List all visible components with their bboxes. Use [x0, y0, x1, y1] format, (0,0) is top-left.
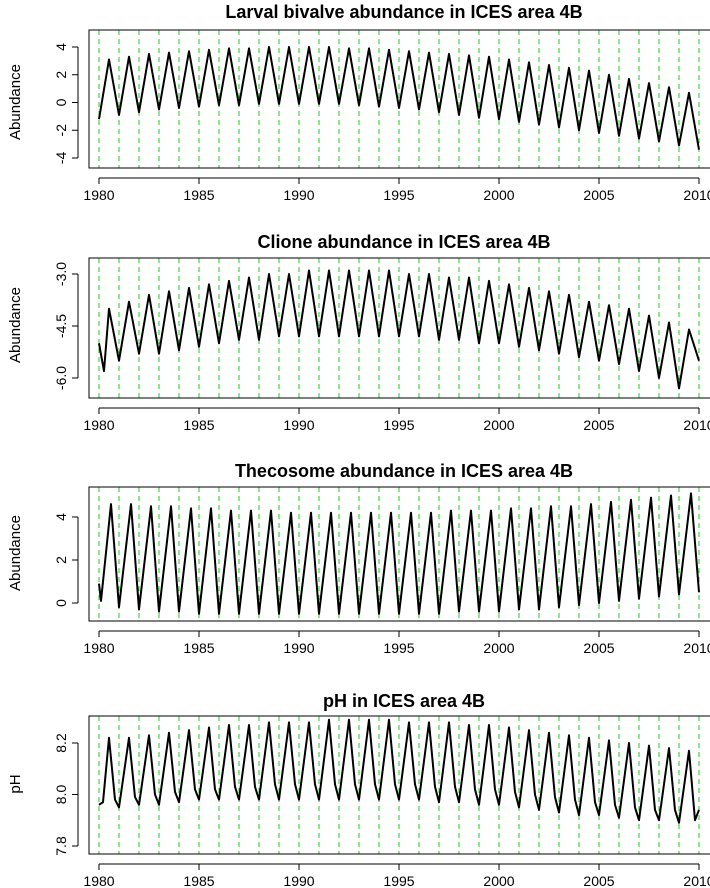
- x-tick-label: 1995: [383, 640, 414, 656]
- y-tick-label: -6.0: [53, 366, 69, 390]
- x-tick-label: 1990: [283, 640, 314, 656]
- x-axis: 1980 1985 1990 1995 2000 2005 2010: [83, 630, 710, 656]
- y-tick-label: -2: [53, 124, 69, 137]
- y-tick-label: -4.5: [53, 314, 69, 338]
- series-layer: [98, 718, 700, 824]
- plot-frame: [88, 715, 710, 855]
- y-tick-label: 7.8: [53, 836, 69, 856]
- panel-clione: Clione abundance in ICES area 4B Abundan…: [7, 232, 710, 433]
- x-tick-label: 1990: [283, 417, 314, 433]
- x-tick-label: 2010: [683, 417, 710, 433]
- x-tick-label: 1985: [183, 640, 214, 656]
- x-tick-label: 2000: [483, 417, 514, 433]
- x-tick-label: 2000: [483, 187, 514, 203]
- series-line: [98, 718, 700, 824]
- y-axis: -6.0 -4.5 -3.0: [53, 262, 79, 390]
- x-tick-label: 2010: [683, 873, 710, 888]
- x-tick-label: 2005: [583, 640, 614, 656]
- chart-title: Clione abundance in ICES area 4B: [257, 232, 550, 252]
- panel-larval-bivalve: Larval bivalve abundance in ICES area 4B…: [7, 2, 710, 203]
- y-tick-label: 4: [53, 513, 69, 521]
- x-tick-label: 1985: [183, 187, 214, 203]
- series-line: [98, 46, 700, 150]
- x-tick-label: 1985: [183, 873, 214, 888]
- series-line: [98, 492, 700, 615]
- y-axis: 0 2 4: [53, 513, 79, 607]
- y-axis-label: Abundance: [7, 515, 24, 591]
- x-axis: 1980 1985 1990 1995 2000 2005 2010: [83, 863, 710, 888]
- x-tick-label: 1995: [383, 187, 414, 203]
- y-tick-label: 2: [53, 71, 69, 79]
- x-tick-label: 1980: [83, 873, 114, 888]
- x-tick-label: 1995: [383, 873, 414, 888]
- y-axis-label: Abundance: [7, 287, 24, 363]
- x-tick-label: 2005: [583, 417, 614, 433]
- x-tick-label: 2005: [583, 187, 614, 203]
- x-tick-label: 1985: [183, 417, 214, 433]
- x-tick-label: 1990: [283, 873, 314, 888]
- y-tick-label: 4: [53, 43, 69, 51]
- y-tick-label: 8.2: [53, 733, 69, 753]
- x-axis: 1980 1985 1990 1995 2000 2005 2010: [83, 407, 710, 433]
- x-tick-label: 2000: [483, 873, 514, 888]
- chart-title: pH in ICES area 4B: [323, 691, 485, 711]
- x-tick-label: 1980: [83, 417, 114, 433]
- grid-layer: [98, 487, 700, 621]
- panel-ph: pH in ICES area 4B pH 7.8 8.0 8.2 1980 1985…: [7, 691, 710, 888]
- series-layer: [98, 269, 700, 390]
- x-axis: 1980 1985 1990 1995 2000 2005 2010: [83, 177, 710, 203]
- grid-layer: [98, 258, 700, 398]
- chart-title: Larval bivalve abundance in ICES area 4B: [225, 2, 582, 22]
- grid-layer: [98, 30, 700, 168]
- series-layer: [98, 492, 700, 615]
- panel-thecosome: Thecosome abundance in ICES area 4B Abun…: [7, 461, 710, 656]
- y-axis: -4 -2 0 2 4: [53, 43, 79, 165]
- x-tick-label: 1980: [83, 187, 114, 203]
- y-axis-label: Abundance: [7, 64, 24, 140]
- y-axis: 7.8 8.0 8.2: [53, 733, 79, 856]
- x-tick-label: 1995: [383, 417, 414, 433]
- x-tick-label: 1980: [83, 640, 114, 656]
- grid-layer: [98, 716, 700, 854]
- series-layer: [98, 46, 700, 150]
- plot-frame: [88, 29, 710, 169]
- x-tick-label: 1990: [283, 187, 314, 203]
- chart-title: Thecosome abundance in ICES area 4B: [235, 461, 573, 481]
- y-tick-label: 0: [53, 599, 69, 607]
- plot-frame: [88, 257, 710, 399]
- y-tick-label: 8.0: [53, 785, 69, 805]
- y-tick-label: -3.0: [53, 262, 69, 286]
- x-tick-label: 2010: [683, 640, 710, 656]
- y-tick-label: 2: [53, 556, 69, 564]
- x-tick-label: 2000: [483, 640, 514, 656]
- y-tick-label: 0: [53, 98, 69, 106]
- y-axis-label: pH: [7, 774, 24, 793]
- plot-frame: [88, 486, 710, 622]
- series-line: [98, 269, 700, 390]
- y-tick-label: -4: [53, 152, 69, 165]
- x-tick-label: 2010: [683, 187, 710, 203]
- x-tick-label: 2005: [583, 873, 614, 888]
